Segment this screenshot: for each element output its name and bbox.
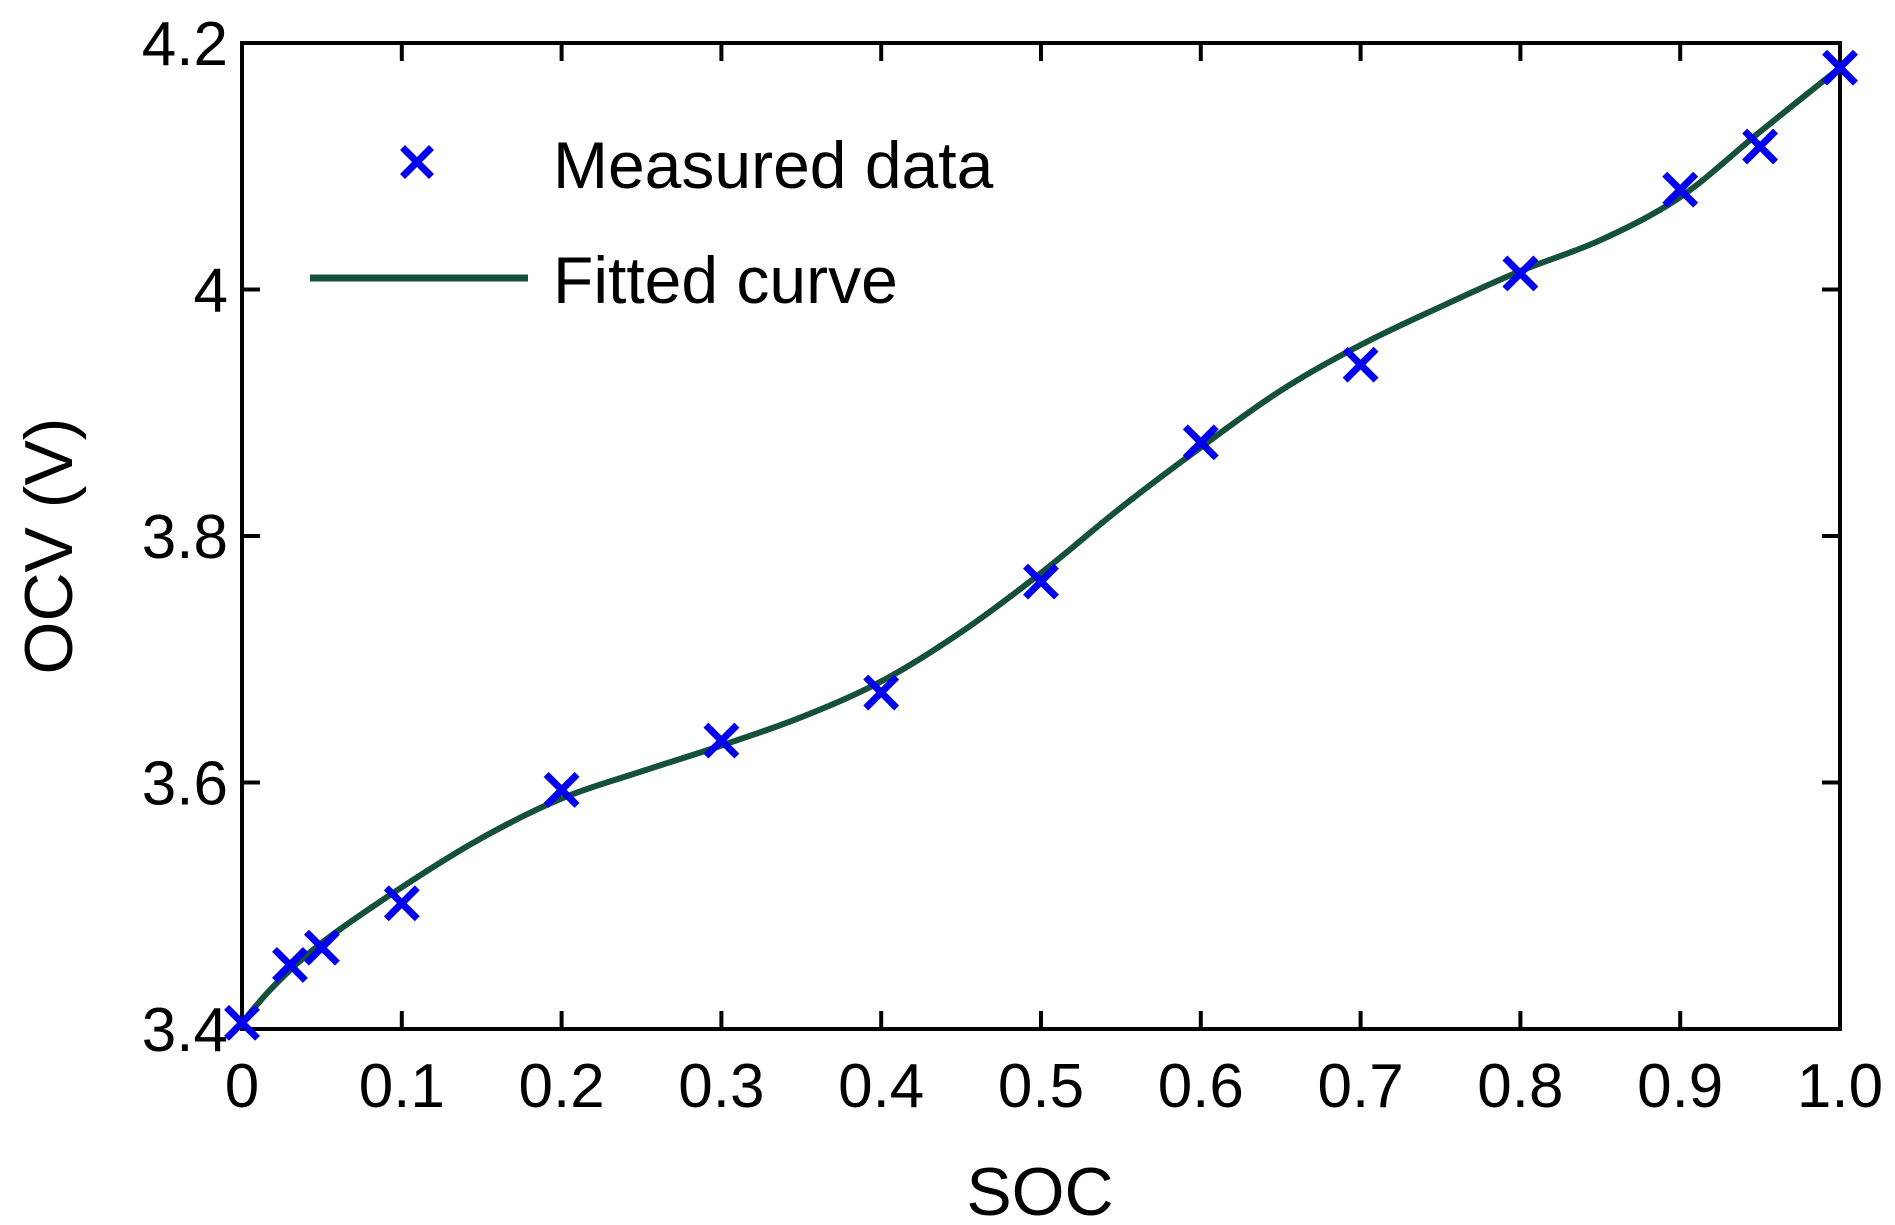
- x-tick-label: 0.2: [518, 1052, 604, 1121]
- y-tick-label: 4: [194, 257, 228, 326]
- x-tick-label: 0: [225, 1052, 259, 1121]
- measured-point: [1662, 171, 1699, 208]
- y-tick-label: 3.6: [142, 750, 228, 819]
- measured-point: [224, 1004, 260, 1041]
- measured-data-series: [224, 49, 1858, 1041]
- measured-point: [1502, 255, 1539, 292]
- x-tick-label: 0.9: [1637, 1052, 1723, 1121]
- measured-point: [1742, 128, 1779, 165]
- x-tick-label: 0.6: [1158, 1052, 1244, 1121]
- fitted-curve-line: [239, 65, 1842, 1025]
- y-tick-label: 3.4: [142, 996, 228, 1065]
- legend-label-measured: Measured data: [553, 128, 994, 202]
- legend: Measured data Fitted curve: [310, 128, 994, 317]
- measured-point: [1023, 563, 1059, 600]
- plot-frame: [240, 41, 1842, 1031]
- measured-point: [543, 771, 580, 808]
- y-tick-label: 4.2: [142, 10, 228, 79]
- measured-point: [383, 885, 420, 922]
- x-tick-label: 0.4: [838, 1052, 924, 1121]
- x-tick-label: 0.3: [678, 1052, 764, 1121]
- x-tick-label: 0.8: [1477, 1052, 1563, 1121]
- measured-point: [1182, 424, 1219, 461]
- x-tick-label: 0.5: [998, 1052, 1084, 1121]
- x-tick-label: 1.0: [1797, 1052, 1883, 1121]
- measured-point: [271, 946, 308, 983]
- measured-point: [863, 674, 900, 711]
- x-axis-label: SOC: [966, 1154, 1113, 1225]
- x-tick-label: 0.1: [359, 1052, 445, 1121]
- y-axis-label: OCV (V): [11, 418, 87, 675]
- measured-point: [703, 722, 740, 759]
- x-axis-ticks: 0 0.1 0.2 0.3 0.4 0.5 0.6 0.7 0.8 0.9 1.0: [225, 43, 1883, 1121]
- x-tick-label: 0.7: [1317, 1052, 1403, 1121]
- legend-label-fitted: Fitted curve: [553, 243, 898, 317]
- measured-point: [1822, 49, 1858, 86]
- y-tick-label: 3.8: [142, 503, 228, 572]
- legend-marker-x-icon: [400, 145, 434, 179]
- fitted-curve-series: [239, 65, 1842, 1025]
- measured-point: [1342, 346, 1379, 383]
- measured-point: [303, 929, 340, 966]
- y-axis-ticks: 3.4 3.6 3.8 4 4.2: [142, 10, 1840, 1065]
